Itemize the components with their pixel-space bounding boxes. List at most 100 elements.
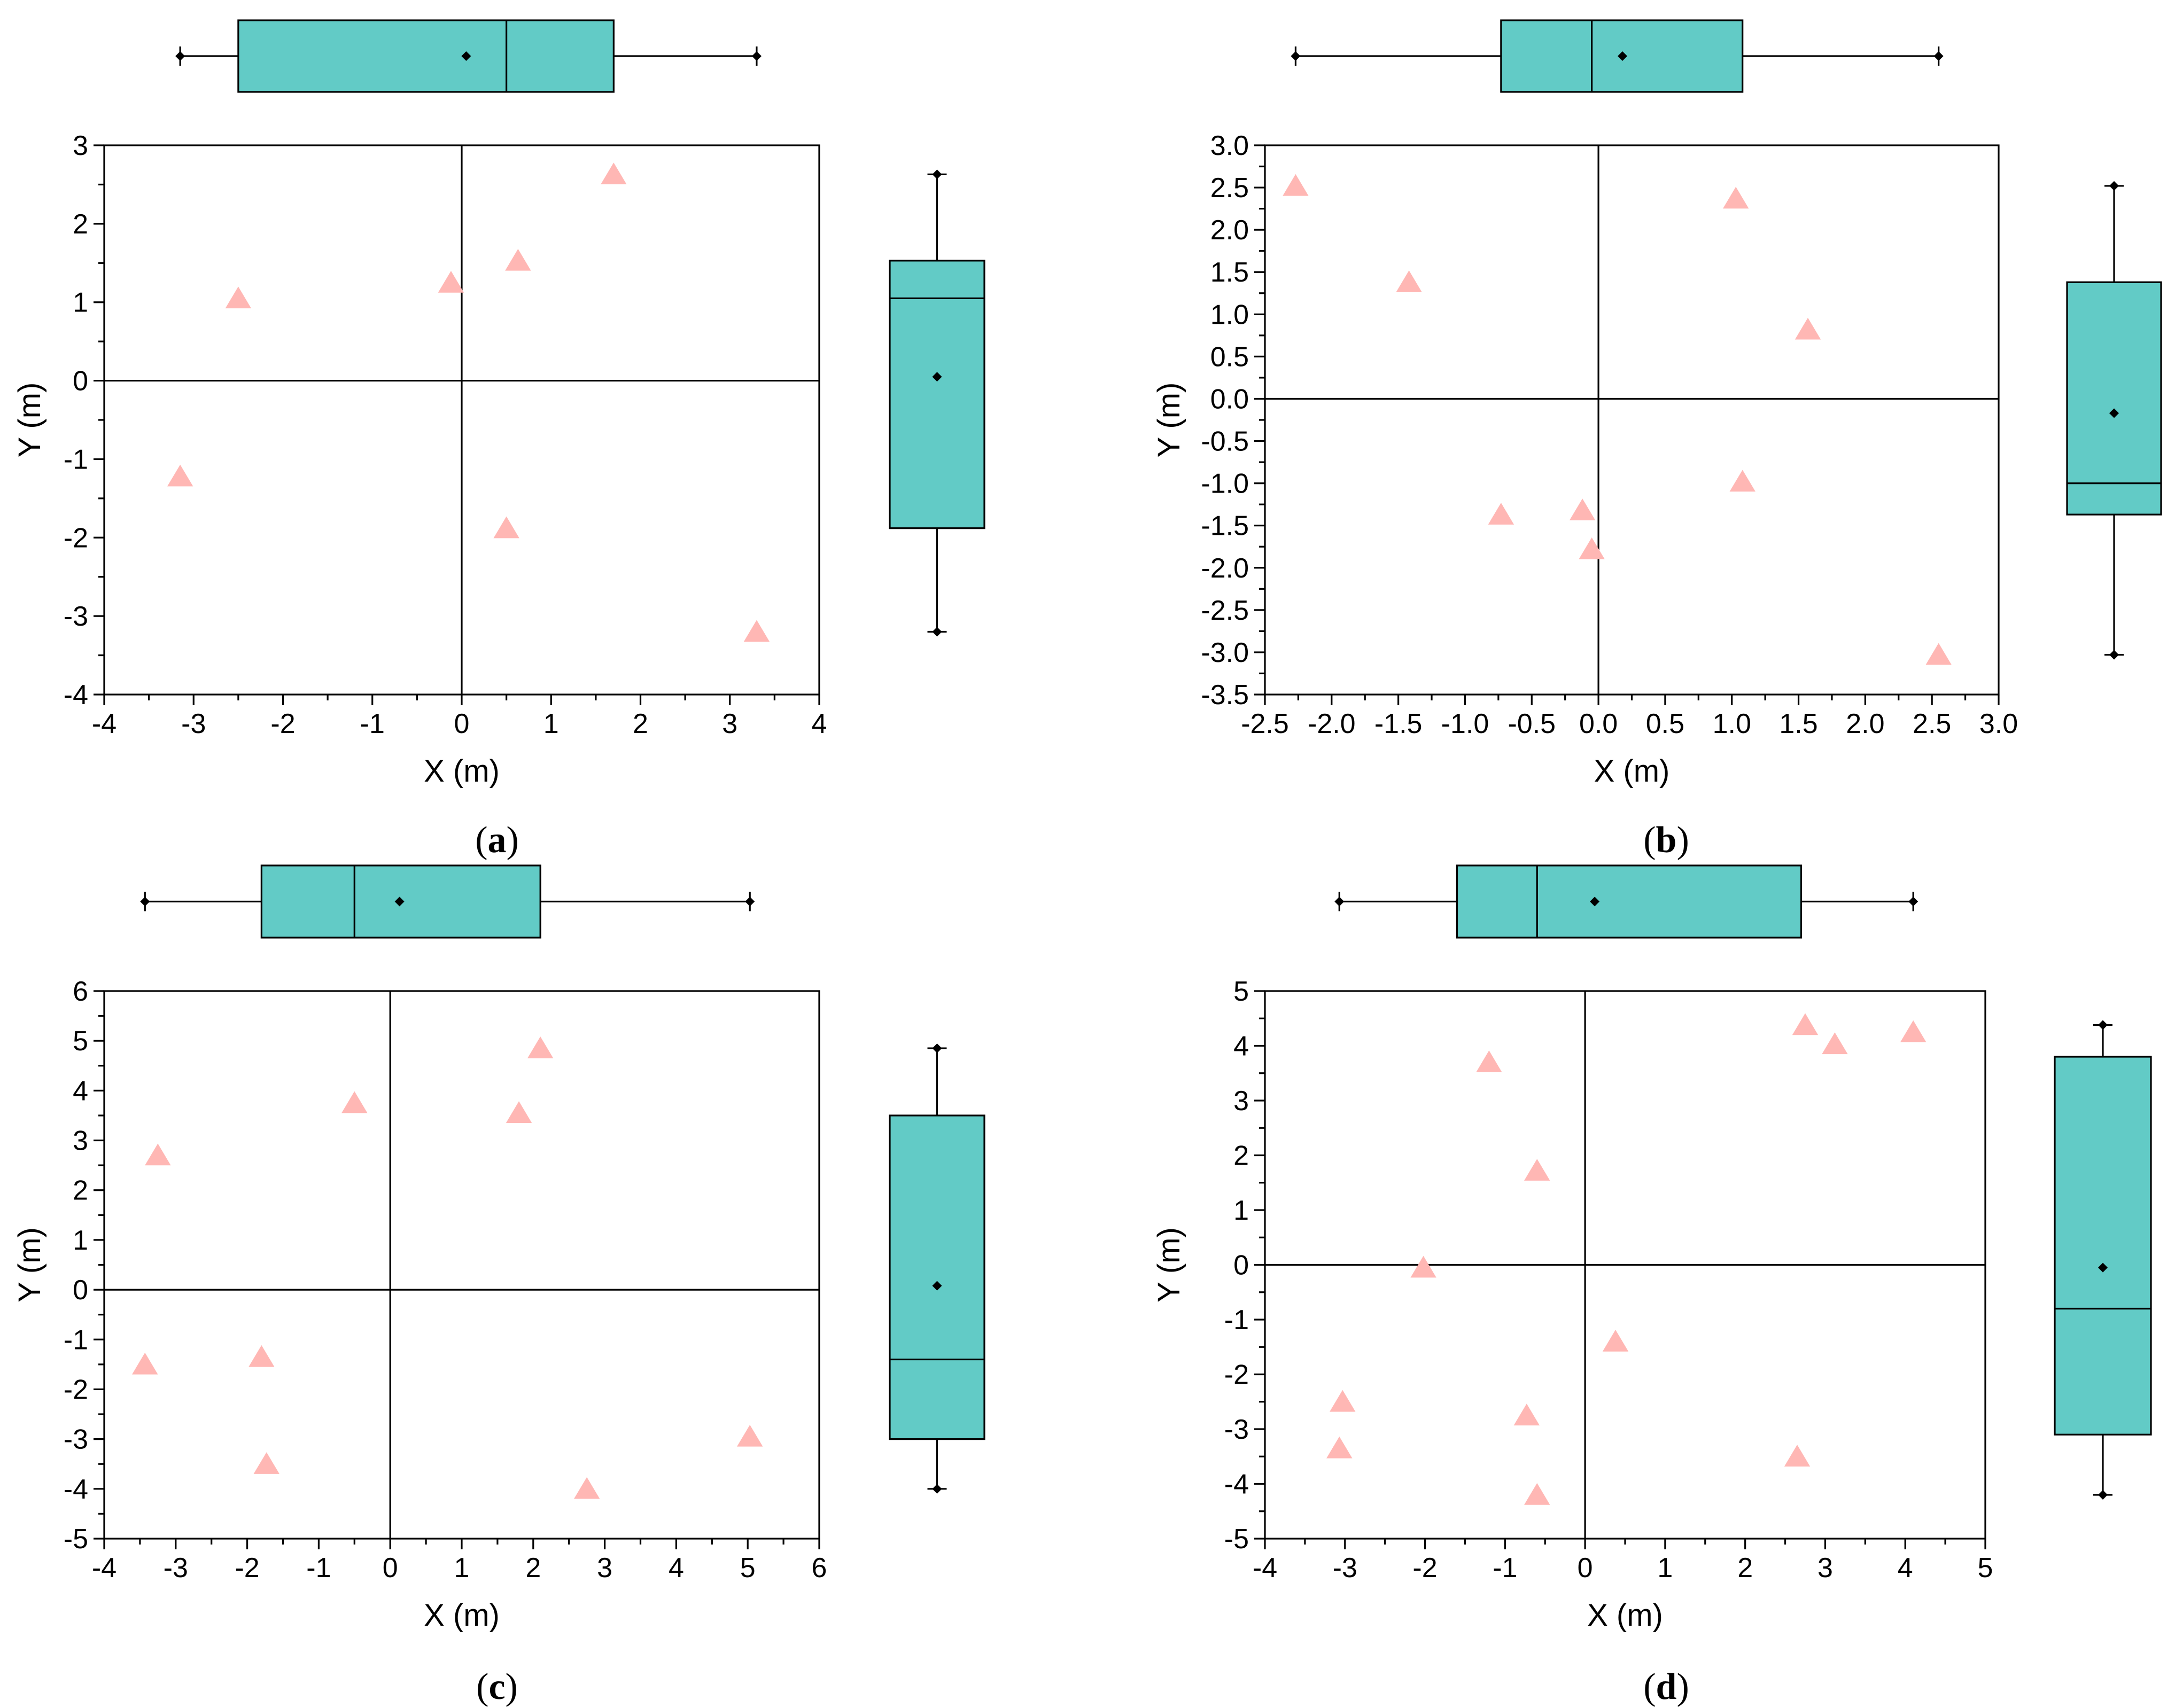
scatter-point (1476, 1050, 1502, 1072)
y-box-max-marker (2098, 1020, 2108, 1030)
y-tick-label: 1.0 (1210, 299, 1249, 330)
scatter-point (506, 1101, 532, 1123)
scatter-point (341, 1091, 368, 1113)
x-tick-label: 0.5 (1646, 708, 1684, 739)
x-tick-label: -1 (306, 1553, 331, 1584)
y-tick-label: 3.0 (1210, 130, 1249, 161)
scatter-point (1524, 1483, 1550, 1505)
x-tick-label: 0 (383, 1553, 398, 1584)
y-tick-label: -4 (1224, 1469, 1249, 1500)
panel-label-letter: d (1656, 1666, 1677, 1707)
panel-label-close-paren: ) (506, 1666, 518, 1707)
y-tick-label: 2.0 (1210, 215, 1249, 246)
panel-label-letter: c (488, 1666, 505, 1707)
x-tick-label: 1 (454, 1553, 470, 1584)
y-box-max-marker (932, 1043, 942, 1054)
x-box-mean-marker (1618, 51, 1628, 61)
y-axis-title: Y (m) (12, 383, 47, 458)
y-tick-label: -1 (64, 1324, 88, 1355)
scatter-point (253, 1452, 279, 1474)
x-box-max-marker (751, 51, 762, 61)
panel-label-close-paren: ) (1676, 1666, 1689, 1707)
x-box-max-marker (745, 896, 755, 907)
y-tick-label: 0.0 (1210, 384, 1249, 415)
y-box-mean-marker (932, 372, 942, 382)
x-box-min-marker (1334, 896, 1345, 907)
y-box-min-marker (932, 1484, 942, 1494)
x-box-min-marker (1291, 51, 1301, 61)
plot-frame (1264, 144, 2000, 696)
scatter-point (743, 620, 770, 642)
y-tick-label: 2.5 (1210, 173, 1249, 204)
scatter-point (248, 1345, 275, 1367)
x-box-mean-marker (461, 51, 471, 61)
y-axis-title: Y (m) (1152, 383, 1186, 458)
x-tick-label: -1.0 (1441, 708, 1489, 739)
x-tick-label: 4 (669, 1553, 684, 1584)
y-box-max-marker (932, 169, 942, 180)
y-tick-label: -0.5 (1201, 426, 1249, 457)
y-tick-label: 3 (1233, 1086, 1249, 1117)
y-tick-label: -4 (64, 680, 88, 711)
x-tick-label: 2 (633, 708, 648, 739)
scatter-point (1410, 1255, 1436, 1278)
scatter-point (1792, 1013, 1819, 1035)
y-tick-label: 4 (73, 1075, 88, 1106)
y-tick-label: 0.5 (1210, 341, 1249, 372)
panel-label-letter: a (488, 820, 507, 861)
x-tick-label: 1 (1657, 1553, 1673, 1584)
scatter-point (1283, 174, 1309, 196)
scatter-point (1925, 643, 1952, 665)
y-tick-label: 2 (73, 209, 88, 240)
x-box-min-marker (140, 896, 150, 907)
scatter-point (167, 464, 193, 487)
y-tick-label: 0 (73, 366, 88, 397)
panel-label-open-paren: ( (475, 820, 487, 861)
y-box-mean-marker (2109, 408, 2119, 418)
x-tick-label: 1 (543, 708, 559, 739)
y-box-iqr (2066, 281, 2162, 516)
x-tick-label: -2 (235, 1553, 259, 1584)
x-tick-label: -2.0 (1308, 708, 1356, 739)
scatter-point (438, 271, 464, 293)
scatter-point (145, 1143, 171, 1166)
y-tick-label: -3.0 (1201, 637, 1249, 668)
x-tick-label: 0 (1578, 1553, 1593, 1584)
panel-label-letter: b (1656, 820, 1677, 861)
x-tick-label: -3 (1333, 1553, 1357, 1584)
x-tick-label: 2.0 (1846, 708, 1884, 739)
scatter-point (737, 1424, 763, 1447)
y-tick-label: 6 (73, 976, 88, 1007)
chart-panel-b: -2.5 -2.0 -1.5 -1.0 -0.5 0.0 0.5 1.0 1.5 2.0 2.5 3.… (1152, 19, 2162, 861)
x-tick-label: 5 (1978, 1553, 1993, 1584)
scatter-point (1795, 317, 1821, 340)
y-tick-label: 1 (1233, 1195, 1249, 1226)
scatter-point (1723, 186, 1749, 209)
panel-label-open-paren: ( (1643, 820, 1656, 861)
x-tick-label: 2.5 (1913, 708, 1951, 739)
panel-label: (b) (1643, 820, 1689, 861)
plot-frame (103, 990, 820, 1540)
x-axis-title: X (m) (424, 1598, 500, 1633)
x-tick-label: 1.0 (1713, 708, 1751, 739)
x-tick-label: 4 (812, 708, 827, 739)
scatter-point (1488, 503, 1514, 525)
scatter-point (573, 1477, 600, 1499)
x-tick-label: -3 (164, 1553, 188, 1584)
chart-panel-a: -4 -3 -2 -1 0 1 2 3 4 -4 -3 -2 -1 0 1 2 3 X (m) Y (m) (a) (12, 19, 985, 861)
x-tick-label: 2 (525, 1553, 541, 1584)
y-tick-label: -2 (64, 522, 88, 553)
y-tick-label: -3 (64, 1424, 88, 1455)
x-tick-label: -3 (181, 708, 206, 739)
x-box-iqr (237, 19, 615, 93)
y-tick-label: 1 (73, 287, 88, 318)
x-tick-label: -0.5 (1508, 708, 1556, 739)
x-axis-title: X (m) (1587, 1598, 1663, 1633)
y-tick-label: -3 (64, 601, 88, 632)
panel-label-open-paren: ( (1643, 1666, 1656, 1707)
panel-label: (a) (475, 820, 519, 861)
y-box-iqr (889, 260, 985, 529)
